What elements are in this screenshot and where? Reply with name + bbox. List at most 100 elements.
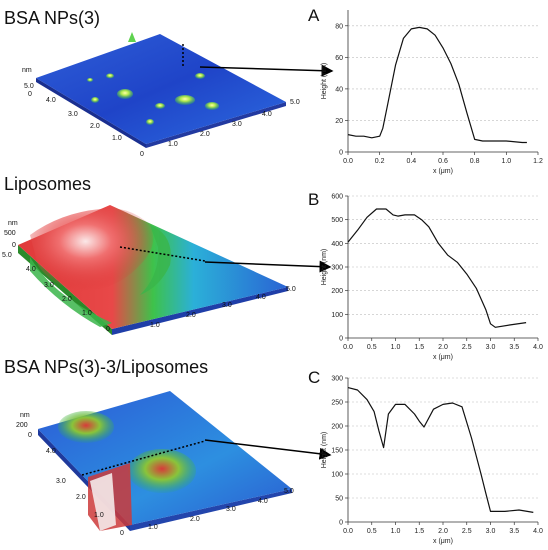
afm-a-particle [205, 102, 219, 110]
afm-c-z-tick: 200 [16, 422, 28, 429]
afm-b-z-tick: 500 [4, 230, 16, 237]
afm-b-right-tick: 5.0 [286, 286, 296, 293]
afm-surface-c: nm 200 0 4.0 3.0 2.0 1.0 0 1.0 2.0 3.0 4… [16, 391, 294, 537]
y-tick-label: 60 [335, 55, 343, 62]
afm-c-right-tick: 1.0 [148, 524, 158, 531]
x-tick-label: 3.5 [509, 528, 519, 535]
y-tick-label: 150 [331, 448, 343, 455]
y-tick-label: 400 [331, 241, 343, 248]
x-tick-label: 1.2 [533, 158, 543, 165]
y-tick-label: 0 [339, 336, 343, 343]
y-tick-label: 0 [339, 150, 343, 157]
afm-c-left-tick: 4.0 [46, 448, 56, 455]
x-tick-label: 0.5 [367, 344, 377, 351]
afm-a-right-tick: 1.0 [168, 141, 178, 148]
x-tick-label: 0.0 [343, 158, 353, 165]
afm-b-z-tick: 0 [12, 242, 16, 249]
afm-c-z-unit: nm [20, 412, 30, 419]
height-profile-line [347, 26, 527, 144]
x-tick-label: 3.0 [486, 528, 496, 535]
y-tick-label: 200 [331, 288, 343, 295]
afm-a-particle [195, 73, 205, 79]
x-tick-label: 1.5 [414, 528, 424, 535]
y-tick-label: 100 [331, 472, 343, 479]
height-profile-chart-b: 0 100 200 300 400 500 600 0.0 0.5 1.0 1.5 2.0 2.5 3.0… [321, 194, 543, 362]
panel-title-bsa-nps: BSA NPs(3) [4, 8, 101, 28]
afm-a-right-tick: 4.0 [262, 111, 272, 118]
x-tick-label: 1.0 [391, 344, 401, 351]
afm-b-green-region [140, 225, 171, 295]
x-tick-label: 0.4 [406, 158, 416, 165]
afm-a-particle [155, 103, 165, 109]
afm-a-left-tick: 2.0 [90, 123, 100, 130]
afm-c-right-tick: 2.0 [190, 516, 200, 523]
x-tick-label: 3.0 [486, 344, 496, 351]
afm-c-right-tick: 5.0 [284, 488, 294, 495]
afm-b-right-tick: 2.0 [186, 312, 196, 319]
afm-surface-a: nm 5.0 0 4.0 3.0 2.0 1.0 0 1.0 2.0 3.0 4… [22, 32, 300, 158]
x-tick-label: 0.2 [375, 158, 385, 165]
afm-a-right-tick: 5.0 [290, 99, 300, 106]
afm-a-particle [87, 78, 93, 82]
afm-a-particle [175, 95, 195, 105]
afm-c-right-tick: 4.0 [258, 498, 268, 505]
afm-b-left-tick: 5.0 [2, 252, 12, 259]
afm-b-left-tick: 3.0 [44, 282, 54, 289]
y-tick-label: 80 [335, 23, 343, 30]
afm-a-top [36, 34, 286, 144]
afm-a-particle [117, 89, 133, 99]
y-tick-label: 300 [331, 265, 343, 272]
afm-b-z-unit: nm [8, 220, 18, 227]
afm-a-left-tick: 0 [140, 151, 144, 158]
afm-a-left-tick: 3.0 [68, 111, 78, 118]
x-tick-label: 0.0 [343, 344, 353, 351]
y-tick-label: 0 [339, 520, 343, 527]
afm-b-left-tick: 1.0 [82, 310, 92, 317]
afm-c-left-tick: 1.0 [94, 512, 104, 519]
afm-c-left-tick: 2.0 [76, 494, 86, 501]
x-tick-label: 0.0 [343, 528, 353, 535]
afm-b-left-tick: 0 [106, 326, 110, 333]
afm-c-scan-line [81, 440, 206, 476]
afm-c-left-tick: 0 [120, 530, 124, 537]
y-tick-label: 200 [331, 424, 343, 431]
y-tick-label: 500 [331, 217, 343, 224]
panel-letter-c: C [308, 368, 321, 387]
afm-b-left-tick: 2.0 [62, 296, 72, 303]
y-tick-label: 20 [335, 118, 343, 125]
height-profile-line [347, 208, 527, 328]
afm-a-right-tick: 3.0 [232, 121, 242, 128]
y-axis-label: Height (nm) [321, 432, 328, 469]
afm-b-left-tick: 4.0 [26, 266, 36, 273]
afm-c-white-block [90, 473, 116, 531]
afm-b-right-tick: 4.0 [256, 294, 266, 301]
y-axis-label: Height (nm) [321, 249, 328, 286]
x-axis-label: x (μm) [433, 168, 453, 175]
afm-a-z-unit: nm [22, 67, 32, 74]
x-tick-label: 2.5 [462, 528, 472, 535]
x-tick-label: 1.5 [414, 344, 424, 351]
y-axis-label: Height (nm) [321, 63, 328, 100]
y-tick-label: 300 [331, 376, 343, 383]
afm-c-side-right [130, 489, 292, 531]
x-axis-label: x (μm) [433, 538, 453, 545]
height-profile-line [347, 387, 534, 513]
afm-b-side-right [112, 287, 288, 335]
afm-b-right-tick: 3.0 [222, 302, 232, 309]
afm-b-mound [30, 208, 154, 291]
afm-surface-b: nm 500 0 5.0 4.0 3.0 2.0 1.0 0 1.0 2.0 3… [2, 205, 296, 335]
afm-c-feature [58, 411, 114, 443]
afm-b-right-tick: 1.0 [150, 322, 160, 329]
afm-a-side-left [36, 78, 146, 148]
x-tick-label: 4.0 [533, 344, 543, 351]
afm-a-particle [106, 73, 114, 79]
afm-c-right-tick: 3.0 [226, 506, 236, 513]
afm-a-z-tick: 0 [28, 91, 32, 98]
x-tick-label: 3.5 [509, 344, 519, 351]
afm-c-feature [128, 449, 196, 493]
height-profile-chart-c: 0 50 100 150 200 250 300 0.0 0.5 1.0 1.5 2.0 2.5 3.0 3… [321, 376, 543, 546]
panel-letter-b: B [308, 190, 320, 209]
afm-a-particle [146, 119, 154, 125]
afm-a-peak [128, 32, 136, 42]
y-tick-label: 40 [335, 86, 343, 93]
